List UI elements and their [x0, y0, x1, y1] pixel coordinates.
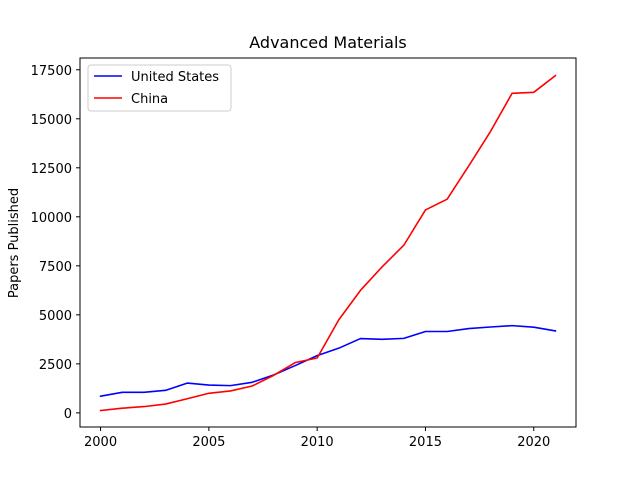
- y-tick-label: 0: [64, 407, 72, 422]
- y-tick-label: 12500: [31, 162, 72, 177]
- plot-area-frame: [79, 57, 577, 428]
- x-tick-label: 2005: [192, 435, 225, 450]
- y-tick-label: 17500: [31, 64, 72, 79]
- y-tick-label: 10000: [31, 211, 72, 226]
- x-tick-label: 2010: [301, 435, 334, 450]
- y-tick-label: 5000: [39, 309, 72, 324]
- y-tick-label: 2500: [39, 358, 72, 373]
- legend-label-china: China: [131, 92, 168, 107]
- y-tick-label: 7500: [39, 260, 72, 275]
- series-lines: [99, 74, 557, 412]
- legend-box: [87, 64, 232, 112]
- x-tick-label: 2015: [409, 435, 442, 450]
- legend-label-united-states: United States: [131, 70, 219, 85]
- chart-title: Advanced Materials: [249, 33, 406, 52]
- series-line-united-states: [99, 324, 557, 398]
- x-tick-label: 2000: [84, 435, 117, 450]
- y-tick-label: 15000: [31, 113, 72, 128]
- x-tick-label: 2020: [517, 435, 550, 450]
- y-axis-title: Papers Published: [7, 188, 22, 298]
- y-axis: 0 2500 5000 7500 10000 12500 15000 17500: [31, 64, 80, 422]
- x-axis: 2000 2005 2010 2015 2020: [84, 427, 550, 450]
- legend: United States China: [87, 64, 232, 112]
- series-line-china: [99, 74, 557, 412]
